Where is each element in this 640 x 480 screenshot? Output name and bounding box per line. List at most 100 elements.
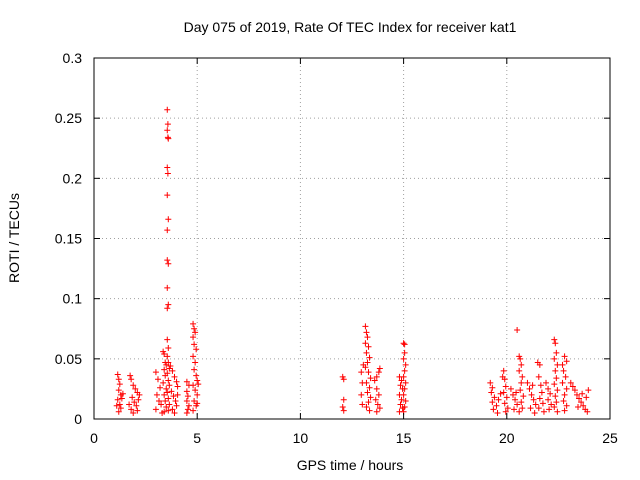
- data-point: [169, 367, 176, 374]
- data-point: [546, 406, 553, 413]
- data-point: [401, 403, 408, 410]
- data-point: [128, 376, 135, 383]
- data-point: [194, 400, 201, 407]
- data-point: [552, 393, 559, 400]
- data-point: [156, 397, 163, 404]
- data-point: [363, 349, 370, 356]
- data-point: [165, 135, 172, 142]
- data-point: [397, 401, 404, 408]
- data-point: [165, 377, 172, 384]
- data-point: [152, 406, 159, 413]
- data-point: [400, 340, 407, 347]
- data-point: [118, 395, 125, 402]
- data-point: [518, 361, 525, 368]
- data-point: [192, 359, 199, 366]
- data-point: [365, 369, 372, 376]
- data-point: [554, 387, 561, 394]
- data-point: [402, 397, 409, 404]
- data-point: [401, 385, 408, 392]
- data-point: [398, 396, 405, 403]
- data-point: [170, 393, 177, 400]
- data-point: [127, 372, 134, 379]
- data-point: [166, 382, 173, 389]
- data-point: [536, 395, 543, 402]
- data-point: [501, 376, 508, 383]
- data-point: [153, 391, 160, 398]
- data-point: [164, 121, 171, 128]
- data-point: [511, 406, 518, 413]
- data-point: [184, 406, 191, 413]
- data-point: [402, 361, 409, 368]
- data-point: [401, 349, 408, 356]
- data-point: [575, 403, 582, 410]
- data-point: [165, 407, 172, 414]
- x-tick-label: 5: [193, 430, 201, 446]
- data-point: [190, 334, 197, 341]
- data-point: [194, 377, 201, 384]
- data-point: [191, 325, 198, 332]
- data-point: [536, 361, 543, 368]
- data-point: [401, 367, 408, 374]
- chart-title: Day 075 of 2019, Rate Of TEC Index for r…: [184, 19, 517, 35]
- data-point: [164, 257, 171, 264]
- data-point: [190, 320, 197, 327]
- data-point: [130, 409, 137, 416]
- data-point: [516, 367, 523, 374]
- data-point: [518, 379, 525, 386]
- data-point: [376, 405, 383, 412]
- data-point: [500, 367, 507, 374]
- data-point: [164, 164, 171, 171]
- data-point: [526, 385, 533, 392]
- data-point: [164, 170, 171, 177]
- y-tick-label: 0.2: [63, 170, 83, 186]
- data-point: [363, 403, 370, 410]
- data-point: [551, 381, 558, 388]
- y-tick-label: 0: [74, 411, 82, 427]
- data-point: [152, 369, 159, 376]
- data-point: [527, 405, 534, 412]
- data-point: [365, 343, 372, 350]
- data-point: [164, 305, 171, 312]
- data-point: [569, 383, 576, 390]
- data-point: [183, 378, 190, 385]
- data-point: [585, 387, 592, 394]
- data-point: [551, 355, 558, 362]
- data-point: [134, 407, 141, 414]
- x-tick-label: 15: [396, 430, 412, 446]
- data-point: [401, 341, 408, 348]
- data-point: [501, 400, 508, 407]
- data-point: [191, 366, 198, 373]
- data-point: [365, 399, 372, 406]
- data-point: [165, 216, 172, 223]
- data-point: [340, 376, 347, 383]
- data-point: [528, 391, 535, 398]
- y-tick-label: 0.25: [55, 110, 82, 126]
- data-point: [183, 409, 190, 416]
- data-point: [504, 405, 511, 412]
- data-point: [535, 373, 542, 380]
- data-point: [367, 375, 374, 382]
- data-point: [517, 387, 524, 394]
- data-point: [375, 391, 382, 398]
- data-point: [503, 394, 510, 401]
- data-point: [164, 353, 171, 360]
- data-point: [359, 401, 366, 408]
- data-point: [397, 382, 404, 389]
- data-point: [545, 385, 552, 392]
- data-point: [340, 396, 347, 403]
- data-point: [553, 375, 560, 382]
- data-point: [169, 406, 176, 413]
- data-point: [195, 381, 202, 388]
- data-point: [174, 391, 181, 398]
- data-point: [363, 329, 370, 336]
- data-point: [548, 401, 555, 408]
- data-point: [165, 359, 172, 366]
- data-point: [553, 349, 560, 356]
- data-point: [402, 379, 409, 386]
- y-axis-label: ROTI / TECUs: [6, 193, 22, 283]
- data-point: [567, 379, 574, 386]
- data-point: [509, 391, 516, 398]
- data-point: [166, 401, 173, 408]
- data-point: [171, 373, 178, 380]
